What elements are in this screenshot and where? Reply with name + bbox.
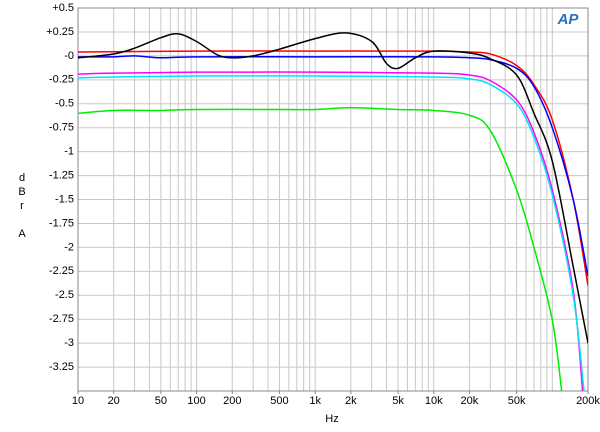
y-tick-label: -1.5	[55, 193, 74, 205]
y-tick-label: -1.25	[49, 169, 74, 181]
y-tick-label: -3	[64, 337, 74, 349]
x-tick-label: 50k	[508, 395, 526, 407]
y-tick-label: -0.75	[49, 122, 74, 134]
y-tick-label: -1	[64, 146, 74, 158]
y-tick-label: -1.75	[49, 217, 74, 229]
x-tick-label: 20	[108, 395, 120, 407]
series-line	[78, 55, 588, 277]
x-axis-label: Hz	[325, 413, 338, 425]
x-tick-label: 1k	[309, 395, 321, 407]
series-line	[78, 71, 584, 392]
y-tick-label: -3.25	[49, 361, 74, 373]
logo: AP	[557, 11, 580, 28]
x-tick-label: 100	[187, 395, 205, 407]
y-tick-label: -0	[64, 50, 74, 62]
x-tick-label: 2k	[345, 395, 357, 407]
y-tick-label: +0.25	[46, 26, 74, 38]
series-line	[78, 106, 563, 392]
y-tick-label: -0.25	[49, 74, 74, 86]
y-tick-label: -2	[64, 241, 74, 253]
y-tick-label: -0.5	[55, 98, 74, 110]
series-line	[78, 75, 585, 392]
x-tick-label: 20k	[461, 395, 479, 407]
y-tick-label: -2.5	[55, 289, 74, 301]
x-tick-label: 200	[223, 395, 241, 407]
series-line	[78, 32, 588, 344]
series-line	[78, 50, 588, 286]
y-tick-label: +0.5	[52, 2, 74, 14]
y-tick-label: -2.75	[49, 313, 74, 325]
x-tick-label: 10k	[425, 395, 443, 407]
y-axis-label: dBr A	[16, 172, 28, 242]
x-tick-label: 200k	[576, 395, 600, 407]
x-tick-label: 5k	[392, 395, 404, 407]
x-tick-label: 50	[155, 395, 167, 407]
plot-frame	[77, 7, 589, 392]
x-tick-label: 10	[72, 395, 84, 407]
y-tick-label: -2.25	[49, 265, 74, 277]
x-tick-label: 500	[270, 395, 288, 407]
